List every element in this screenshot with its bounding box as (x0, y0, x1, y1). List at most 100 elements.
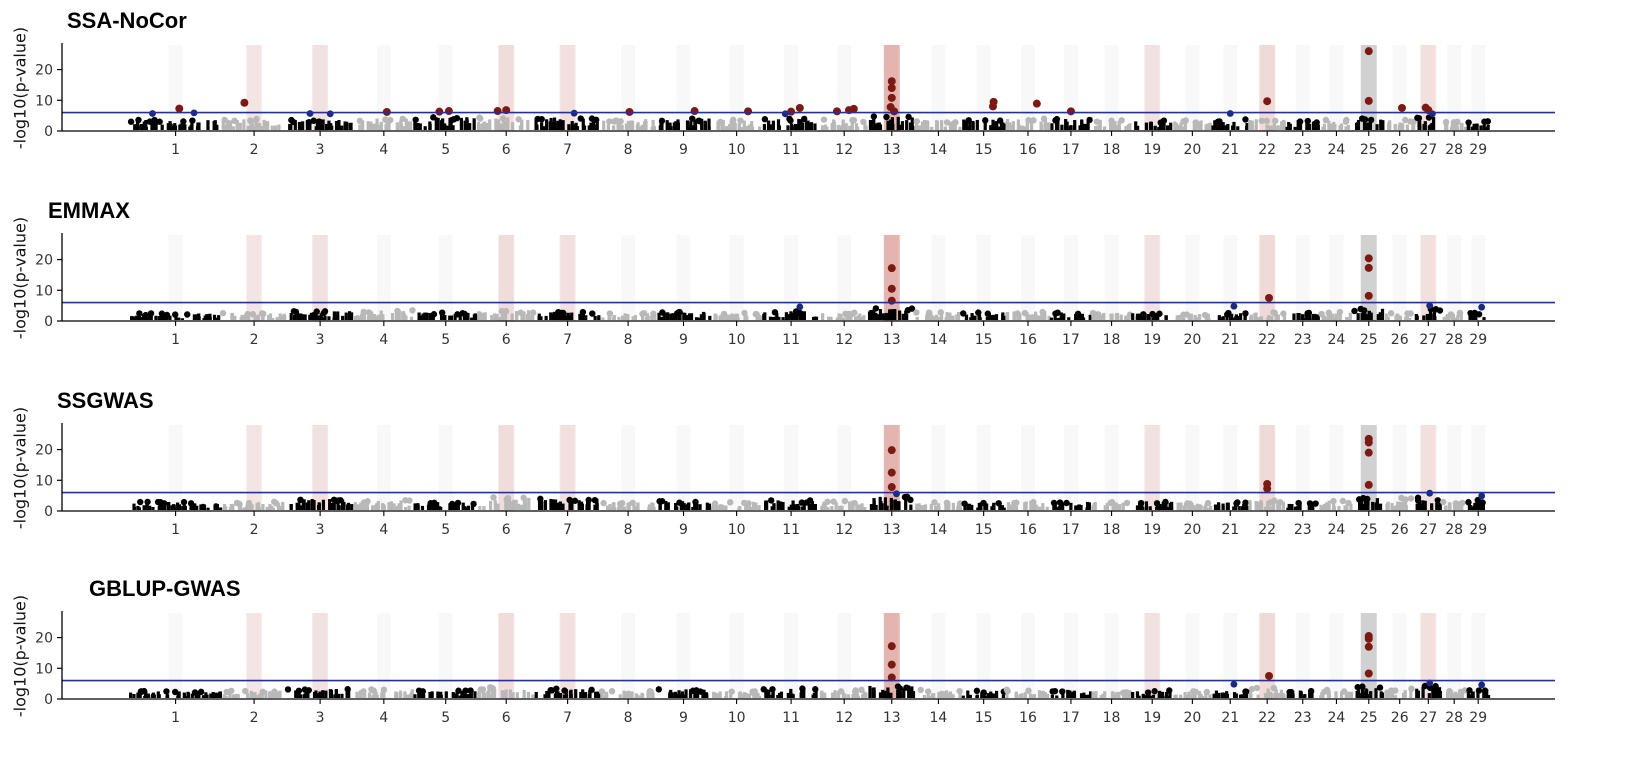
snp-column (724, 691, 729, 698)
chromosome-points-2 (219, 309, 287, 320)
snp-column (389, 501, 394, 510)
snp-column (1236, 126, 1240, 130)
snp-column (192, 314, 196, 320)
snp-column (1303, 694, 1307, 698)
chromosome-points-13 (867, 305, 916, 320)
highlight-band-chr-25 (1360, 613, 1377, 699)
snp-column (889, 119, 893, 130)
snp-column (423, 126, 427, 130)
snp-point (1322, 116, 1330, 124)
snp-column (1148, 506, 1152, 510)
chromosome-points-22 (1248, 117, 1286, 130)
snp-column (607, 313, 611, 320)
snp-column (880, 503, 884, 510)
snp-point-significant (887, 660, 896, 669)
snp-column (1482, 124, 1486, 130)
snp-column (983, 120, 987, 130)
snp-column (281, 501, 285, 510)
snp-column (321, 690, 325, 698)
snp-column (829, 316, 833, 320)
snp-column (1187, 505, 1191, 510)
snp-column (1268, 691, 1273, 698)
snp-column (1099, 316, 1103, 320)
highlight-band-chr-2 (246, 235, 263, 321)
snp-column (1157, 127, 1161, 130)
chromosome-band (1020, 235, 1035, 321)
snp-column (363, 693, 367, 698)
snp-column (1182, 505, 1186, 510)
chromosome-points-12 (821, 309, 866, 320)
snp-point (639, 310, 646, 318)
snp-column (1481, 504, 1485, 510)
snp-column (1198, 121, 1202, 130)
snp-column (1432, 313, 1436, 320)
snp-point-near-threshold (306, 110, 314, 117)
snp-column (1305, 122, 1309, 130)
snp-column (769, 124, 773, 130)
x-tick-label: 21 (1221, 522, 1239, 538)
snp-column (1361, 503, 1365, 510)
snp-column (844, 123, 848, 130)
snp-column (189, 506, 193, 510)
snp-column (193, 503, 197, 510)
snp-column (197, 316, 201, 320)
snp-column (374, 315, 379, 320)
snp-column (944, 693, 948, 698)
chromosome-band (1471, 235, 1486, 321)
snp-column (608, 503, 612, 510)
snp-column (1043, 692, 1047, 698)
snp-column (952, 120, 956, 130)
snp-column (1355, 122, 1360, 130)
snp-column (684, 689, 688, 698)
chromosome-points-12 (820, 497, 867, 510)
chromosome-points-16 (1005, 115, 1050, 130)
snp-column (377, 314, 381, 320)
chromosome-band (1447, 613, 1462, 699)
snp-column (1486, 695, 1491, 698)
snp-column (813, 123, 817, 130)
snp-column (337, 505, 341, 510)
chromosome-points-19 (1131, 687, 1173, 698)
x-tick-label: 27 (1419, 142, 1437, 158)
snp-point (1004, 688, 1011, 695)
snp-column (488, 119, 492, 130)
chromosome-band (560, 425, 575, 511)
snp-column (252, 692, 256, 698)
snp-column (1214, 690, 1219, 698)
snp-column (460, 691, 464, 698)
snp-column (573, 125, 577, 130)
snp-column (718, 505, 722, 510)
snp-column (196, 122, 200, 130)
snp-column (1431, 116, 1436, 130)
snp-column (854, 316, 858, 320)
snp-point-near-threshold (1230, 302, 1238, 310)
chromosome-points-3 (288, 116, 353, 130)
snp-column (133, 124, 137, 130)
snp-point (1459, 499, 1466, 507)
snp-column (914, 122, 919, 130)
snp-column (664, 500, 668, 510)
snp-column (1220, 692, 1225, 698)
snp-column (1154, 313, 1158, 320)
snp-column (591, 120, 596, 130)
snp-column (1221, 506, 1225, 510)
snp-column (1409, 691, 1413, 698)
snp-column (1006, 502, 1011, 510)
snp-point (1339, 497, 1347, 505)
snp-column (925, 120, 929, 130)
chromosome-points-4 (356, 115, 413, 130)
chromosome-points-4 (353, 497, 413, 510)
snp-column (293, 120, 297, 130)
highlight-band-chr-3 (312, 613, 329, 699)
snp-column (459, 117, 463, 130)
snp-column (658, 501, 662, 510)
snp-point (1447, 311, 1455, 318)
snp-column (303, 314, 307, 320)
snp-column (594, 691, 598, 698)
snp-column (765, 500, 769, 510)
chromosome-points-17 (1050, 115, 1093, 130)
snp-point-significant (887, 296, 896, 305)
x-tick-label: 2 (250, 142, 259, 158)
snp-column (1327, 689, 1331, 698)
snp-column (620, 125, 624, 130)
